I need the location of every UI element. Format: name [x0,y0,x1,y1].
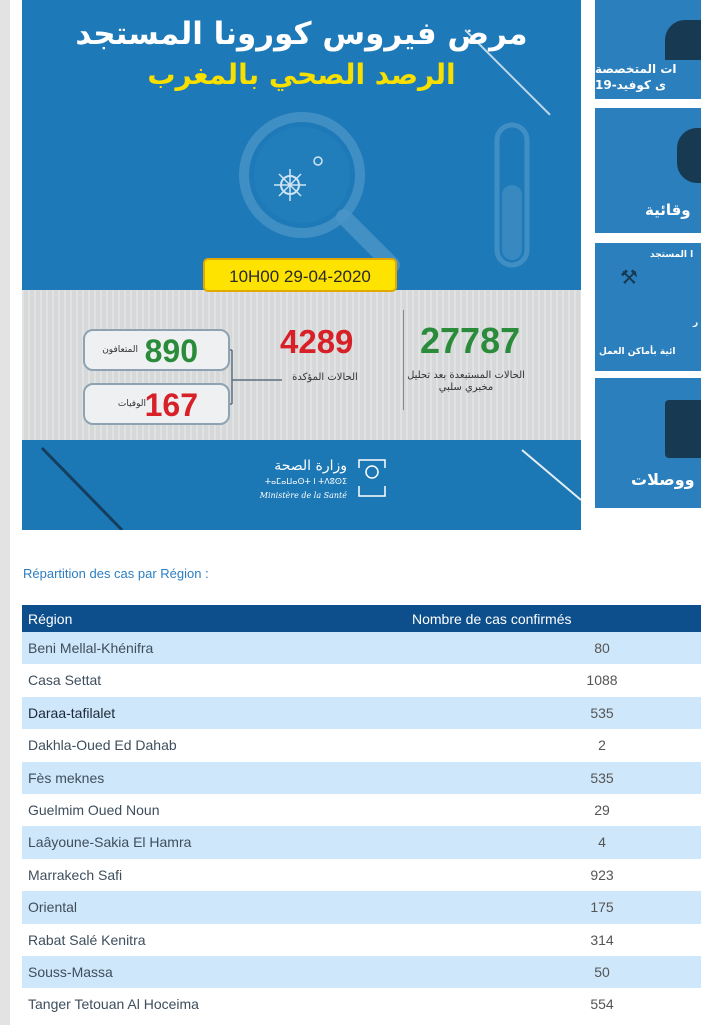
confirmed-cases-label: الحالات المؤكدة [292,372,358,383]
region-cell: Beni Mellal-Khénifra [28,640,154,656]
table-row: Daraa-tafilalet 535 [22,696,701,730]
side-panel-2-text: وقائية [645,201,691,219]
region-cell: Oriental [28,899,78,916]
count-cell: 4 [598,834,606,851]
count-cell: 2 [598,737,606,754]
region-cell: Marrakech Safi [28,866,123,883]
region-cell: Souss-Massa [28,963,113,980]
side-panel-3-bottom: ائية بأماكن العمل [599,347,676,357]
film-icon [665,400,701,458]
side-panel-3-mid: ر [693,318,699,328]
region-cell: Rabat Salé Kenitra [28,931,146,948]
table-row: Marrakech Safi 923 [22,859,701,891]
table-row: Laâyoune-Sakia El Hamra 4 [22,826,701,859]
banner-title: مرض فيروس كورونا المستجد [75,16,528,52]
deaths-value: 167 [144,387,198,423]
count-cell: 535 [590,769,614,786]
recovered-pill: 890 المتعافون [83,329,230,371]
footer-diagonal-lines [40,446,581,530]
ministry-logo-icon [358,459,386,497]
person-icon [677,128,701,183]
recovered-label: المتعافون [102,345,138,355]
table-row: Fès meknes 535 [22,761,701,794]
ministry-name-tifinagh: ⵜⴰⵎⴰⵡⴰⵙⵜ ⵏ ⵜⴷⵓⵙⵉ [264,477,347,486]
table-row: Souss-Massa 50 [22,955,701,989]
region-heading: Répartition des cas par Région : [23,566,209,581]
side-panel-1-line2: ى كوفيد-19 [595,78,667,92]
count-cell: 554 [590,996,614,1013]
side-panel-prevention[interactable]: وقائية [595,108,701,233]
region-cell: Guelmim Oued Noun [28,801,160,818]
count-cell: 535 [590,704,614,721]
side-panel-workplace[interactable]: ا المستجد ⚒ ر ائية بأماكن العمل [595,243,701,371]
table-row: Guelmim Oued Noun 29 [22,794,701,826]
ministry-name-arabic: وزارة الصحة [274,458,347,474]
side-panel-videos[interactable]: ووصلات [595,378,701,508]
banner-header [22,0,581,296]
table-row: Dakhla-Oued Ed Dahab 2 [22,729,701,761]
side-panel-specialized-centers[interactable]: ات المتخصصة ى كوفيد-19 [595,0,701,99]
confirmed-cases-value: 4289 [280,323,354,360]
table-header: Région Nombre de cas confirmés [22,605,701,632]
region-table: Région Nombre de cas confirmés Beni Mell… [22,605,701,1021]
excluded-cases-label: الحالات المستبعدة بعد تحليل مخبري سلبي [407,370,525,393]
side-panel-4-text: ووصلات [631,470,695,489]
count-cell: 314 [590,931,614,948]
region-cell: Laâyoune-Sakia El Hamra [28,834,192,851]
deaths-label: الوفيات [117,399,146,409]
table-row: Tanger Tetouan Al Hoceima 554 [22,988,701,1020]
table-row: Casa Settat 1088 [22,664,701,696]
map-icon [665,20,701,60]
count-cell: 923 [590,866,614,883]
magnifier-virus-icon [239,112,530,273]
ministry-name-french: Ministère de la Santé [259,491,347,500]
table-row: Beni Mellal-Khénifra 80 [22,632,701,665]
region-cell: Fès meknes [28,769,105,786]
region-cell: Casa Settat [28,672,102,689]
count-cell: 175 [590,899,614,916]
count-cell: 29 [594,801,610,818]
stats-divider [403,310,404,410]
region-cell: Dakhla-Oued Ed Dahab [28,737,177,754]
count-cell: 80 [594,640,610,656]
excluded-cases-value: 27787 [420,320,521,361]
region-cell: Daraa-tafilalet [28,704,116,721]
worker-icon: ⚒ [620,265,638,289]
region-cell: Tanger Tetouan Al Hoceima [28,996,199,1013]
banner-footer [22,440,581,530]
date-tag: 10H00 29-04-2020 [203,258,397,292]
table-row: Oriental 175 [22,891,701,924]
banner-subtitle: الرصد الصحي بالمغرب [147,58,456,91]
page-left-strip [0,0,10,1025]
column-header-region: Région [28,611,73,627]
count-cell: 1088 [586,672,618,689]
column-header-count: Nombre de cas confirmés [412,611,572,627]
recovered-value: 890 [144,333,198,369]
count-cell: 50 [594,963,610,980]
side-panel-3-top: ا المستجد [650,250,694,260]
covid-infographic-banner[interactable]: مرض فيروس كورونا المستجد الرصد الصحي بال… [22,0,581,530]
side-panel-1-line1: ات المتخصصة [595,62,677,76]
deaths-pill: 167 الوفيات [83,383,230,425]
table-row: Rabat Salé Kenitra 314 [22,924,701,956]
